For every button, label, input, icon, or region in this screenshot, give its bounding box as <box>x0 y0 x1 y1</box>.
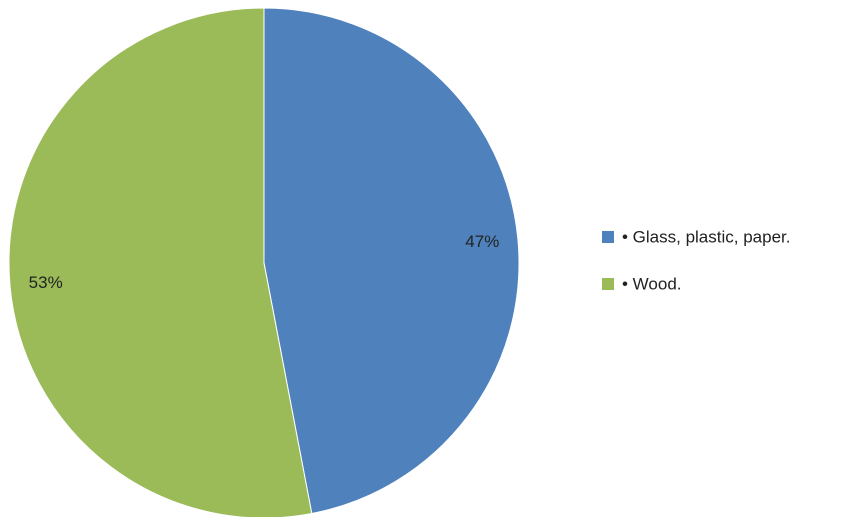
pie-slice-0 <box>263 7 520 515</box>
legend-label-1: • Wood. <box>622 274 682 293</box>
legend-label-0: • Glass, plastic, paper. <box>622 227 790 246</box>
legend: • Glass, plastic, paper. • Wood. <box>602 227 790 293</box>
legend-swatch-0 <box>602 231 614 243</box>
slice-label-0: 47% <box>465 232 499 251</box>
pie-slices <box>8 7 520 517</box>
slice-label-1: 53% <box>29 273 63 292</box>
slice-labels: 47% 53% <box>29 232 500 292</box>
legend-swatch-1 <box>602 278 614 290</box>
pie-slice-1 <box>8 7 313 517</box>
